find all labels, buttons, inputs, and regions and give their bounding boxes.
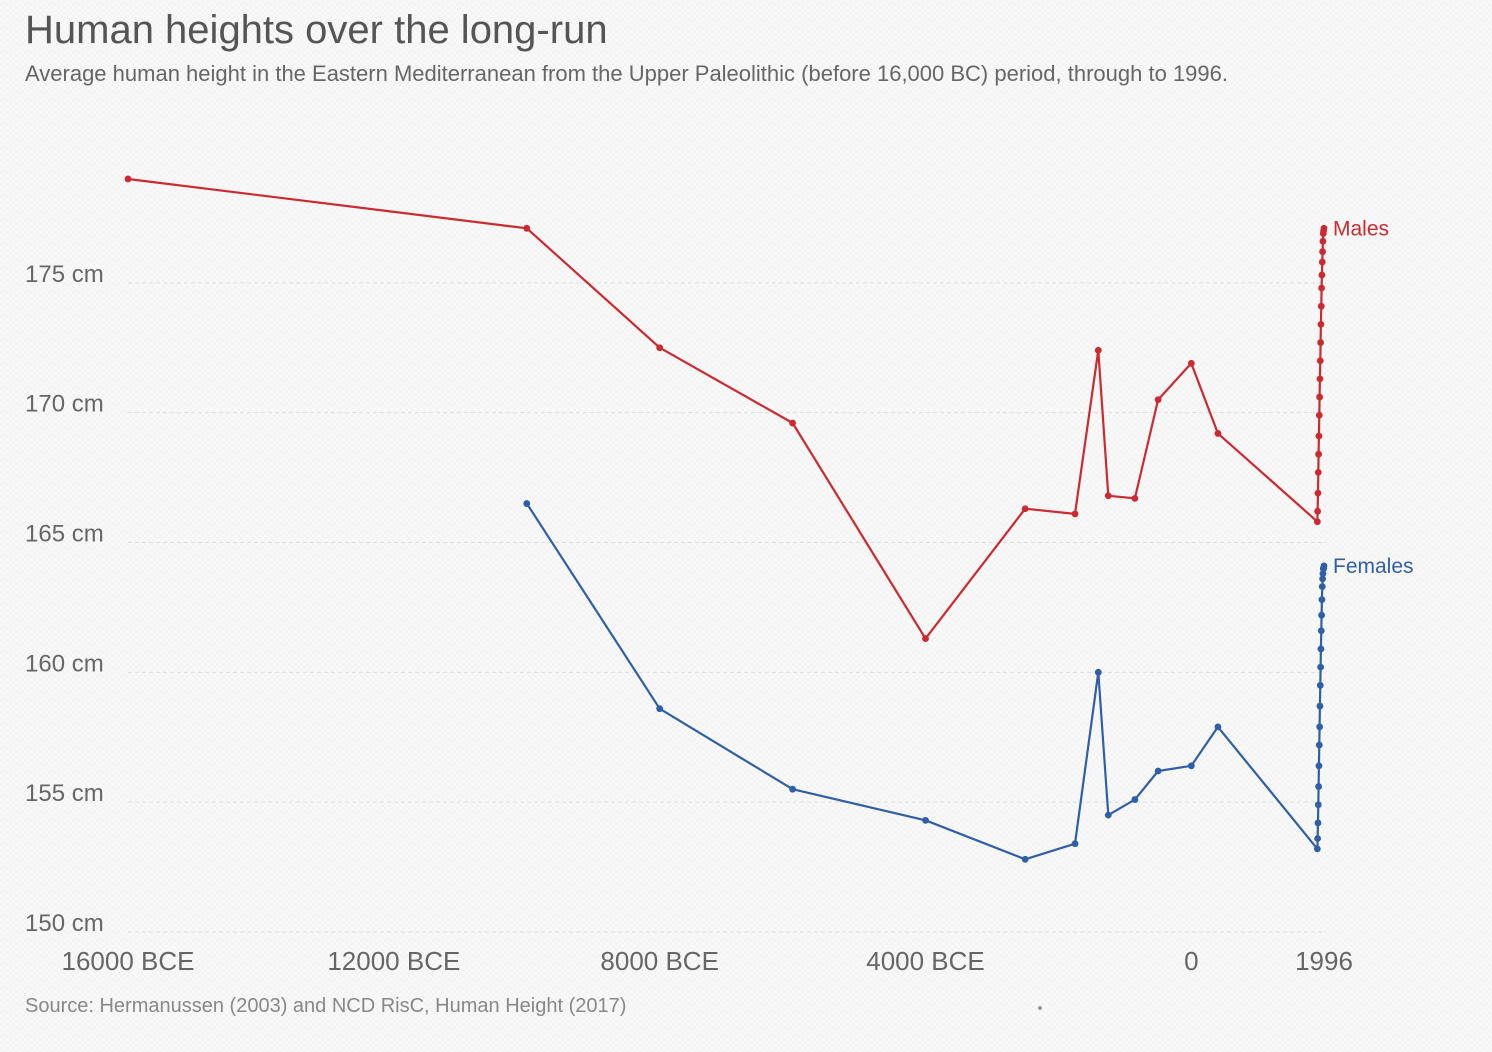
y-tick-label: 160 cm [25,650,104,677]
data-point-males [1318,271,1326,279]
data-point-females [1314,801,1322,809]
data-point-males [1214,430,1222,437]
data-point-males [1317,302,1325,310]
data-point-males [1021,505,1029,513]
data-point-males [1131,494,1139,502]
y-axis: 150 cm 155 cm 160 cm 165 cm 170 cm 175 cm [25,261,104,937]
data-point-females [1320,562,1328,570]
data-point-females [1319,575,1327,583]
data-point-males [1314,468,1322,476]
grid-lines [128,282,1326,933]
data-point-males [1316,357,1324,365]
data-point-females [1187,762,1195,770]
data-point-males [1315,432,1323,440]
data-point-females [1214,723,1222,731]
series-lines [124,175,1328,863]
data-point-females [1319,570,1327,578]
data-point-males [789,419,796,427]
data-point-females [1316,723,1324,731]
data-point-females [1131,796,1139,803]
data-point-males [1104,492,1112,500]
data-point-females [1094,668,1102,676]
data-point-males [1187,359,1195,367]
data-point-females [1314,819,1322,827]
data-point-females [1316,681,1324,689]
series-label-males: Males [1333,217,1389,240]
data-point-males [922,635,929,642]
data-point-females [1315,741,1323,749]
data-point-males [1319,248,1327,256]
x-tick-label: 8000 BCE [600,946,719,976]
data-point-males [656,344,664,352]
data-point-males [1316,375,1324,383]
data-point-females [1318,611,1326,619]
y-tick-label: 175 cm [25,261,104,288]
series-labels: Males Females [1333,217,1414,578]
y-tick-label: 155 cm [25,780,104,807]
data-point-females [1021,855,1029,863]
source-dot-icon [1038,1006,1042,1010]
data-point-males [1313,518,1321,526]
y-tick-label: 170 cm [25,391,104,418]
data-point-males [1318,284,1326,292]
data-point-females [1315,783,1323,790]
data-point-males [1314,507,1322,515]
chart-subtitle: Average human height in the Eastern Medi… [25,61,1228,86]
data-point-females [1317,645,1325,653]
series-label-females: Females [1333,555,1414,578]
data-point-females [1313,845,1321,853]
data-point-males [124,175,132,183]
data-point-females [1315,762,1323,770]
data-point-females [1316,702,1324,710]
data-point-males [1315,450,1323,458]
data-point-females [922,816,929,824]
data-point-females [789,785,796,793]
data-point-males [1071,510,1079,518]
data-point-females [1317,627,1325,635]
source-note: Source: Hermanussen (2003) and NCD RisC,… [25,995,627,1017]
x-tick-label: 4000 BCE [866,946,985,976]
data-point-males [1317,339,1325,346]
y-tick-label: 150 cm [25,910,104,937]
data-point-males [1319,237,1327,245]
series-line-females [525,502,1326,861]
data-point-males [1094,346,1102,354]
x-tick-label: 0 [1184,946,1198,976]
x-axis: 16000 BCE 12000 BCE 8000 BCE 4000 BCE 0 1996 [62,946,1353,976]
series-line-males [127,177,1326,640]
data-point-males [1316,393,1324,401]
x-tick-label: 16000 BCE [62,946,195,976]
data-point-males [523,224,531,232]
data-point-males [1154,396,1162,404]
data-point-females [1314,835,1322,842]
data-point-females [1154,767,1162,775]
data-point-males [1315,411,1323,419]
data-point-males [1317,320,1325,328]
data-point-females [523,500,531,507]
data-point-males [1314,489,1322,497]
data-point-females [1317,663,1325,671]
data-point-females [1318,596,1326,604]
data-point-females [1104,811,1112,819]
x-tick-label: 12000 BCE [327,946,460,976]
data-point-females [1071,840,1079,848]
data-point-females [1318,583,1326,591]
data-point-males [1318,258,1326,266]
data-point-males [1320,224,1328,232]
x-tick-label: 1996 [1295,946,1353,976]
chart-title: Human heights over the long-run [25,8,608,52]
y-tick-label: 165 cm [25,520,104,547]
data-point-females [656,705,664,713]
